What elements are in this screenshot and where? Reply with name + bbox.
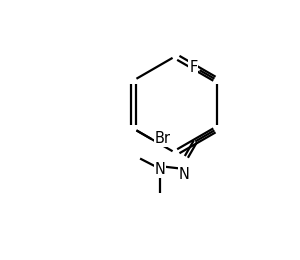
- Text: Br: Br: [155, 131, 171, 146]
- Text: N: N: [154, 162, 165, 178]
- Text: N: N: [178, 167, 189, 182]
- Text: F: F: [189, 60, 197, 75]
